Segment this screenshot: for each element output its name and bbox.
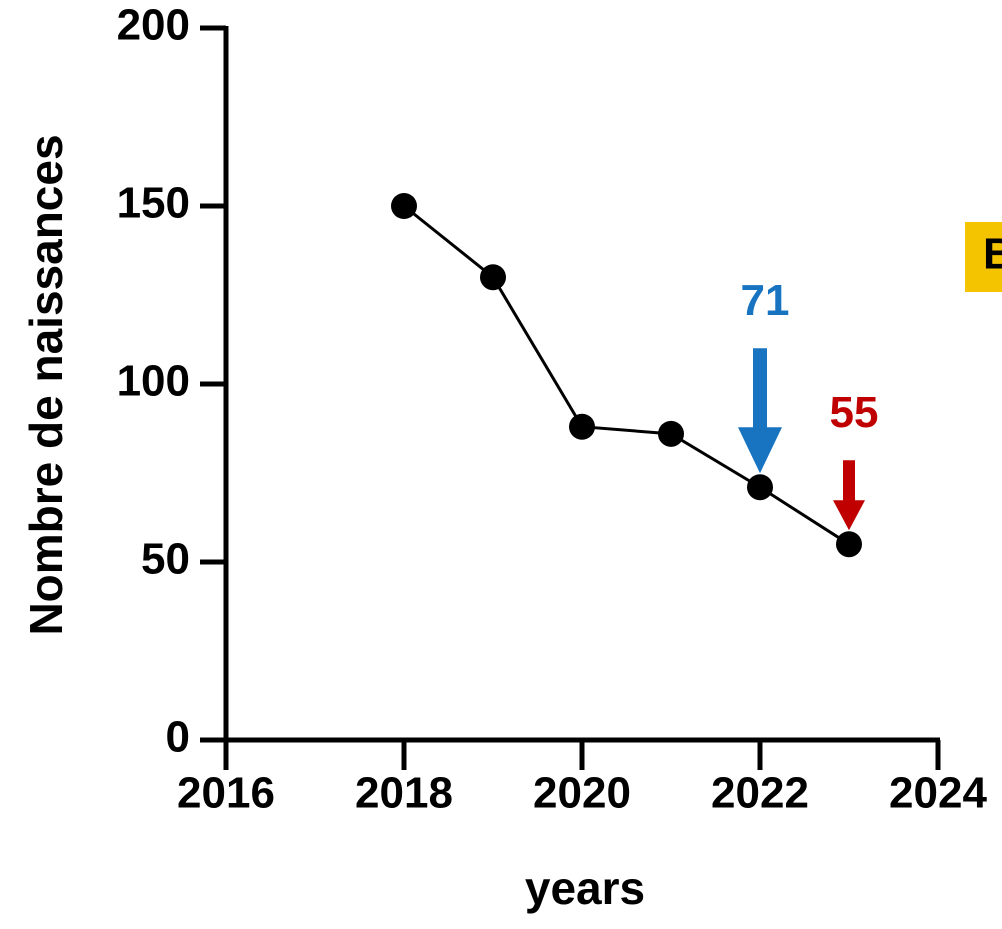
point: [569, 413, 595, 440]
annotation-label: 71: [741, 276, 790, 325]
y-tick-label: 0: [166, 713, 190, 762]
x-axis-label: years: [525, 862, 645, 914]
x-tick-label: 2024: [889, 769, 987, 818]
point: [836, 531, 862, 558]
x-tick-label: 2016: [177, 769, 275, 818]
x-tick-label: 2018: [355, 769, 453, 818]
point: [480, 264, 506, 291]
annotation-arrow: [738, 348, 782, 474]
y-tick-label: 150: [117, 179, 190, 228]
y-tick-label: 100: [117, 357, 190, 406]
point: [391, 193, 417, 219]
y-axis-label: Nombre de naissances: [20, 134, 72, 635]
point: [658, 420, 684, 447]
x-tick-label: 2022: [711, 769, 809, 818]
y-tick-label: 50: [141, 535, 190, 584]
line: [403, 204, 850, 546]
annotation-label: 55: [830, 388, 879, 437]
badge-box: [965, 222, 1002, 292]
y-tick-label: 200: [117, 1, 190, 50]
badge: B: [983, 230, 1002, 279]
annotation-arrow: [833, 460, 865, 531]
x-tick-label: 2020: [533, 769, 631, 818]
point: [747, 474, 773, 501]
